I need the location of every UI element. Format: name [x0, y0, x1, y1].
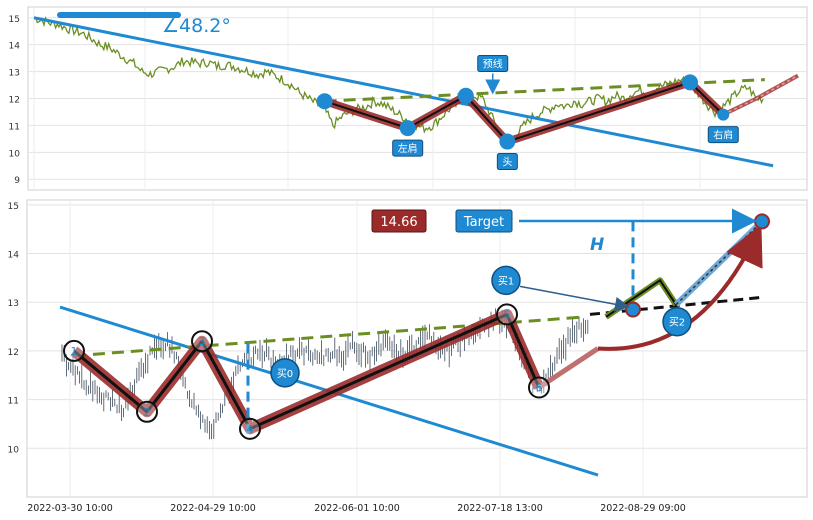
top-y-tick-label: 15 — [9, 15, 20, 25]
bottom-price-box — [371, 209, 427, 233]
top-pattern-point — [457, 87, 474, 104]
top-pattern-point — [399, 120, 416, 137]
top-pattern-point — [717, 108, 730, 121]
bottom-y-tick-label: 13 — [8, 299, 19, 309]
bottom-buy-marker — [662, 306, 692, 337]
bottom-y-tick-label: 12 — [8, 348, 19, 358]
top-annotation-label: 左肩 — [398, 142, 418, 155]
bottom-buy-marker-label: 买2 — [669, 317, 685, 329]
bottom-pattern-point-label: 5 — [504, 308, 511, 321]
bottom-buy-marker — [270, 358, 300, 388]
bottom-pattern-point-circle — [191, 330, 213, 353]
bottom-buy-marker — [491, 265, 521, 296]
bottom-breakout-point — [625, 301, 641, 318]
top-trendline — [33, 16, 774, 168]
bottom-pattern-projection — [537, 346, 600, 390]
top-annotation-label: 右肩 — [713, 129, 733, 142]
bottom-target-label: Target — [463, 215, 504, 230]
top-annotation-box — [496, 153, 518, 171]
bottom-y-tick-label: 10 — [8, 445, 20, 455]
bottom-pattern-point-label: 1 — [71, 345, 78, 358]
top-pattern-point — [682, 74, 699, 91]
bottom-buy-marker-label: 买1 — [498, 275, 514, 287]
bottom-y-tick-label: 11 — [8, 397, 19, 407]
top-angle-label: ∠48.2° — [162, 15, 231, 37]
top-y-tick-label: 10 — [9, 149, 21, 159]
top-annotation-box — [707, 126, 739, 144]
top-pattern-projection-core — [722, 74, 799, 116]
top-price-line — [33, 16, 764, 142]
top-annotation-box — [477, 55, 509, 73]
bottom-x-tick-label: 2022-03-30 10:00 — [27, 503, 113, 514]
top-y-tick-label: 13 — [9, 69, 20, 79]
bottom-target-box — [455, 209, 513, 233]
bottom-target-core — [675, 220, 763, 306]
top-y-tick-label: 12 — [9, 96, 20, 106]
bottom-pattern-point-label: 2 — [144, 406, 151, 419]
bottom-pattern-point-circle — [239, 417, 261, 440]
top-y-tick-label: 11 — [9, 122, 20, 132]
bottom-y-tick-label: 14 — [8, 251, 20, 261]
bottom-pattern-point-label: 6 — [536, 381, 543, 394]
bottom-x-tick-label: 2022-08-29 09:00 — [600, 503, 686, 514]
top-annotation-box — [392, 139, 424, 157]
top-pattern-point — [499, 133, 516, 150]
bottom-x-tick-label: 2022-07-18 13:00 — [457, 503, 543, 514]
top-annotation-label: 预线 — [483, 58, 503, 71]
bottom-pattern-core — [73, 312, 541, 431]
bottom-x-tick-label: 2022-04-29 10:00 — [170, 503, 256, 514]
bottom-y-tick-label: 15 — [8, 202, 19, 212]
bottom-price-label: 14.66 — [380, 215, 417, 230]
top-y-tick-label: 9 — [14, 176, 20, 186]
top-pattern-point — [316, 93, 333, 110]
bottom-pattern-point-label: 4 — [247, 423, 254, 436]
bottom-pattern-point-circle — [528, 376, 550, 399]
top-annotation-label: 头 — [502, 157, 512, 169]
bottom-target-point — [754, 213, 770, 230]
bottom-x-tick-label: 2022-06-01 10:00 — [314, 503, 400, 514]
top-y-tick-label: 14 — [9, 42, 21, 52]
bottom-buy1-arrow — [519, 285, 630, 312]
bottom-pattern-point-circle — [136, 400, 158, 423]
bottom-pattern-point-circle — [496, 303, 518, 326]
bottom-pattern-point-circle — [63, 339, 85, 362]
bottom-pattern-point-label: 3 — [199, 335, 206, 348]
bottom-buy-marker-label: 买0 — [277, 368, 293, 380]
bottom-neckline-extension — [589, 295, 763, 316]
bottom-height-label: H — [590, 235, 604, 255]
